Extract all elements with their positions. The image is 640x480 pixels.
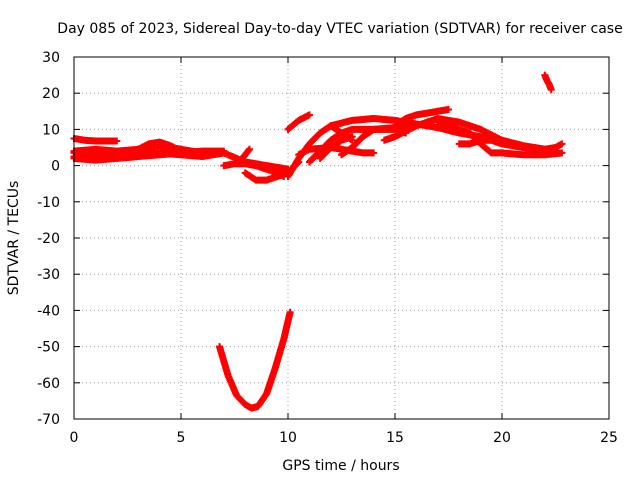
series-track-13 [316, 133, 356, 162]
y-tick-label: -20 [37, 231, 60, 247]
data-point [220, 147, 228, 155]
axis-ticks: 0 5 10 15 20 25 -70 -60 -50 -40 -30 -20 -10 0 10 20 30 [37, 50, 618, 446]
data-point [547, 86, 555, 94]
y-tick-label: 10 [42, 122, 60, 138]
series-track-20 [541, 71, 555, 94]
x-tick-label: 20 [493, 430, 511, 446]
data-point [348, 136, 356, 144]
x-tick-label: 0 [70, 430, 79, 446]
data-point [558, 140, 566, 148]
x-tick-label: 5 [177, 430, 186, 446]
series-track-5 [70, 147, 228, 164]
data-point [245, 145, 253, 153]
x-tick-label: 15 [386, 430, 404, 446]
series-track-1 [70, 134, 121, 145]
x-tick-label: 10 [279, 430, 297, 446]
data-point [305, 111, 313, 119]
grid [74, 57, 609, 419]
y-axis-title: SDTVAR / TECUs [6, 181, 22, 296]
data-points [70, 71, 566, 412]
y-tick-label: 30 [42, 50, 60, 66]
y-tick-label: -50 [37, 340, 60, 356]
y-tick-label: -60 [37, 376, 60, 392]
x-tick-label: 25 [600, 430, 618, 446]
data-point [113, 137, 121, 145]
chart-title: Day 085 of 2023, Sidereal Day-to-day VTE… [57, 21, 622, 37]
y-tick-label: -40 [37, 303, 60, 319]
y-tick-label: 20 [42, 86, 60, 102]
series-track-17 [391, 105, 452, 130]
x-axis-title: GPS time / hours [282, 458, 399, 474]
data-point [445, 105, 452, 113]
y-tick-label: -10 [37, 195, 60, 211]
series-track-15 [327, 122, 356, 144]
series-track-21 [216, 308, 294, 412]
y-tick-label: 0 [51, 159, 60, 175]
series-track-8 [237, 145, 253, 164]
y-tick-label: -30 [37, 267, 60, 283]
series-track-19 [455, 136, 566, 153]
data-point [558, 149, 566, 157]
series-track-10 [284, 111, 313, 133]
data-point [286, 308, 294, 316]
y-tick-label: -70 [37, 412, 60, 428]
data-point [370, 149, 378, 157]
